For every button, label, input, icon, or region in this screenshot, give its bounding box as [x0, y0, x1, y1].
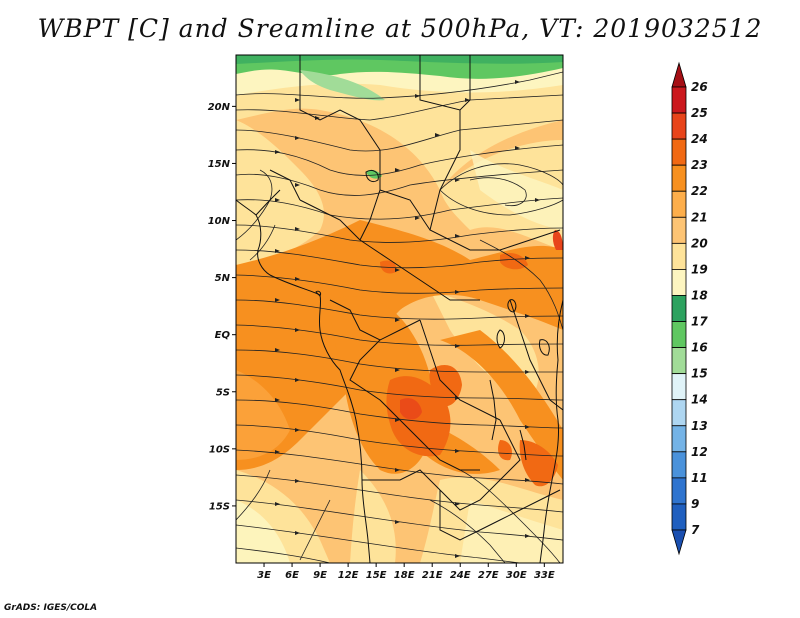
- colorbar-label: 13: [691, 419, 708, 433]
- colorbar-segment: [671, 112, 687, 140]
- latitude-axis: 20N 15N 10N 5N EQ 5S 10S 15S: [208, 102, 236, 512]
- colorbar-label: 25: [691, 106, 708, 120]
- lon-label: 27E: [478, 570, 499, 581]
- colorbar-segment: [671, 451, 687, 479]
- chart-title: WBPT [C] and Sreamline at 500hPa, VT: 20…: [37, 14, 763, 43]
- lat-label: 5N: [215, 273, 231, 284]
- colorbar-segment: [671, 86, 687, 114]
- lat-label: 10S: [209, 444, 230, 455]
- colorbar-label: 23: [691, 158, 708, 172]
- colorbar-segment: [671, 164, 687, 192]
- colorbar-label: 15: [691, 367, 708, 381]
- colorbar-label: 21: [691, 210, 708, 224]
- colorbar-segment: [671, 373, 687, 401]
- colorbar-label: 16: [691, 341, 708, 355]
- colorbar-label: 11: [691, 471, 708, 485]
- colorbar-segment: [671, 138, 687, 166]
- lat-label: 5S: [216, 387, 230, 398]
- colorbar-label: 17: [691, 315, 708, 329]
- lon-label: 3E: [257, 570, 271, 581]
- colorbar-label: 19: [691, 262, 708, 276]
- colorbar-label: 9: [691, 497, 699, 511]
- lon-label: 21E: [422, 570, 443, 581]
- lat-label: 20N: [208, 102, 231, 113]
- lon-label: 15E: [366, 570, 387, 581]
- colorbar-segment: [671, 321, 687, 348]
- plot-frame: [235, 54, 564, 564]
- lon-label: 30E: [506, 570, 527, 581]
- colorbar-segment: [671, 425, 687, 453]
- lon-label: 24E: [450, 570, 471, 581]
- lon-label: 12E: [338, 570, 359, 581]
- colorbar-top-triangle: [671, 61, 687, 88]
- colorbar-segment: [671, 503, 687, 531]
- colorbar-segment: [671, 242, 687, 270]
- wbpt-shaded-field: [236, 55, 563, 563]
- colorbar-segment: [671, 477, 687, 505]
- lon-label: 6E: [285, 570, 299, 581]
- colorbar: 26 25 24 23 22 21 20 19 18 17 16 15 14 13 12 11 9 7: [671, 61, 708, 556]
- coastlines-borders: [236, 55, 563, 563]
- colorbar-label: 12: [691, 445, 708, 459]
- colorbar-label: 22: [691, 184, 708, 198]
- lon-label: 9E: [313, 570, 327, 581]
- lon-label: 18E: [394, 570, 415, 581]
- colorbar-segment: [671, 269, 687, 296]
- longitude-axis: 3E 6E 9E 12E 15E 18E 21E 24E 27E 30E 33E: [257, 563, 555, 581]
- colorbar-label: 14: [691, 393, 708, 407]
- colorbar-segment: [671, 190, 687, 218]
- colorbar-segment: [671, 295, 687, 322]
- colorbar-segment: [671, 399, 687, 427]
- grads-credit: GrADS: IGES/COLA: [4, 603, 98, 613]
- colorbar-label: 20: [691, 236, 708, 250]
- colorbar-segment: [671, 216, 687, 244]
- colorbar-label: 26: [691, 80, 708, 94]
- colorbar-label: 18: [691, 288, 708, 302]
- lon-label: 33E: [534, 570, 555, 581]
- colorbar-segment: [671, 347, 687, 375]
- streamline-arrows: [275, 80, 540, 558]
- colorbar-bottom-triangle: [671, 529, 687, 556]
- lat-label: 10N: [208, 216, 231, 227]
- lat-label: 15S: [209, 501, 230, 512]
- colorbar-label: 24: [691, 132, 708, 146]
- lat-label: 15N: [208, 159, 231, 170]
- lat-label: EQ: [215, 330, 231, 341]
- colorbar-label: 7: [691, 523, 700, 537]
